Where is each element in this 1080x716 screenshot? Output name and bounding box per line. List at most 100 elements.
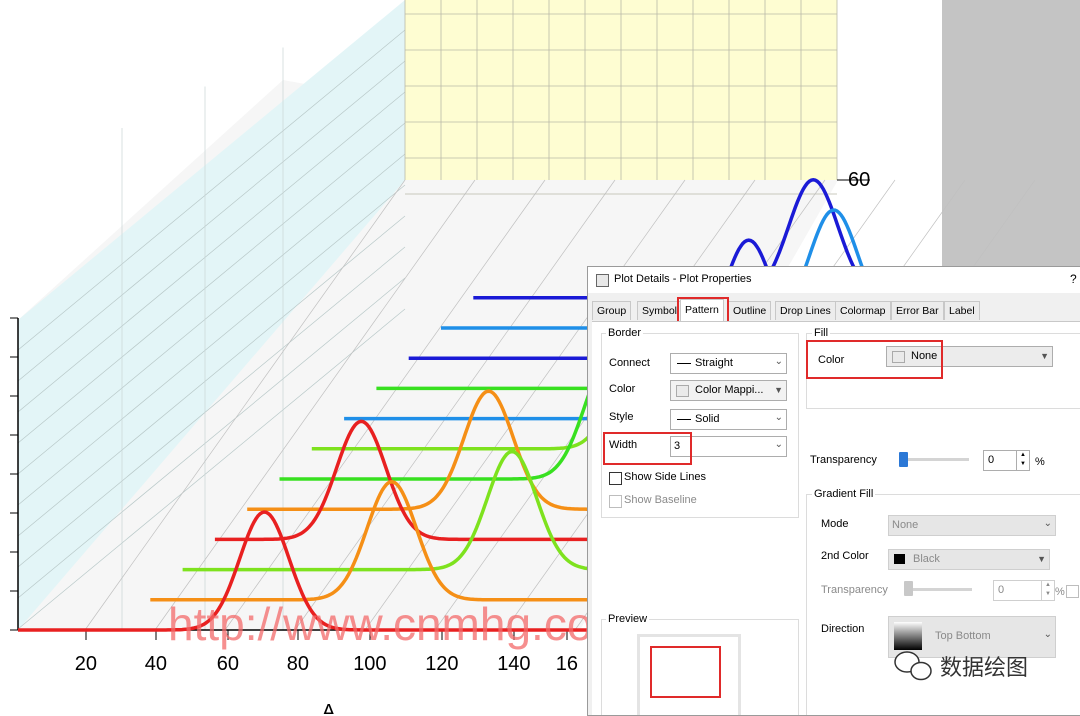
style-label: Style bbox=[609, 411, 634, 423]
x-axis-tick-label: 16 bbox=[556, 653, 578, 675]
chevron-down-icon: ⌄ bbox=[774, 356, 783, 367]
style-value: Solid bbox=[695, 413, 720, 425]
side-wall bbox=[18, 0, 405, 630]
tab-outline[interactable]: Outline bbox=[728, 301, 772, 320]
floor-grid-line bbox=[364, 179, 686, 631]
x-axis-ticks: 20 40 60 80 100 120 140 16 bbox=[75, 630, 578, 675]
border-color-dropdown[interactable]: Color Mappi... ▼ bbox=[670, 380, 787, 401]
color-swatch bbox=[894, 554, 905, 564]
border-group-title: Border bbox=[606, 327, 644, 339]
gradient-percent-unit: % bbox=[1055, 586, 1065, 598]
side-grid-line bbox=[17, 184, 406, 506]
app-icon bbox=[596, 274, 609, 287]
spinner[interactable]: ▲ ▼ bbox=[1041, 581, 1054, 600]
direction-label: Direction bbox=[821, 623, 865, 635]
floor-gridlines bbox=[84, 179, 1036, 631]
chevron-down-icon: ⌄ bbox=[1043, 518, 1052, 529]
show-baseline-label: Show Baseline bbox=[624, 494, 697, 506]
side-grid-line bbox=[17, 246, 406, 568]
transparency-input[interactable]: 0 ▲ ▼ bbox=[983, 450, 1030, 471]
x-axis-title: A bbox=[322, 701, 336, 714]
gradient-transparency-thumb[interactable] bbox=[904, 581, 913, 596]
floor-grid-line bbox=[224, 179, 546, 631]
color-swatch bbox=[892, 351, 905, 363]
dialog-titlebar[interactable]: Plot Details - Plot Properties ? bbox=[588, 267, 1080, 293]
spinner[interactable]: ▲ ▼ bbox=[1016, 451, 1029, 470]
mode-value: None bbox=[892, 519, 919, 531]
tab-colormap[interactable]: Colormap bbox=[835, 301, 891, 320]
connect-label: Connect bbox=[609, 357, 650, 369]
curve-s1 bbox=[18, 510, 600, 632]
gradient-fill-title: Gradient Fill bbox=[812, 488, 876, 500]
x-axis-tick-label: 120 bbox=[425, 653, 458, 675]
second-color-dropdown[interactable]: Black ▼ bbox=[888, 549, 1050, 570]
show-side-lines-checkbox[interactable] bbox=[609, 472, 622, 485]
highlight-width bbox=[603, 432, 692, 465]
color-swatch bbox=[676, 385, 689, 397]
transparency-label: Transparency bbox=[810, 454, 877, 466]
chevron-down-icon: ⌄ bbox=[774, 439, 783, 450]
plot-details-dialog: Plot Details - Plot Properties ? Group S… bbox=[587, 266, 1080, 716]
chevron-down-icon: ⌄ bbox=[774, 412, 783, 423]
tab-group[interactable]: Group bbox=[592, 301, 632, 320]
show-side-lines-label: Show Side Lines bbox=[624, 471, 706, 483]
tab-symbol[interactable]: Symbol bbox=[637, 301, 683, 320]
x-axis-tick-label: 40 bbox=[145, 653, 167, 675]
side-grid-line bbox=[17, 29, 406, 351]
preview-group bbox=[601, 619, 799, 715]
floor-grid-line bbox=[154, 179, 476, 631]
chevron-down-icon: ⌄ bbox=[1043, 629, 1052, 640]
direction-dropdown[interactable]: Top Bottom ⌄ bbox=[888, 616, 1056, 658]
side-grid-line bbox=[17, 122, 406, 444]
transparency-slider-thumb[interactable] bbox=[899, 452, 908, 467]
border-color-label: Color bbox=[609, 383, 636, 395]
fill-color-dropdown[interactable]: None ▼ bbox=[886, 346, 1053, 367]
transparency-slider[interactable] bbox=[901, 458, 969, 461]
fill-color-value: None bbox=[911, 350, 938, 362]
tab-drop-lines[interactable]: Drop Lines bbox=[775, 301, 836, 320]
gradient-transparency-input[interactable]: 0 ▲ ▼ bbox=[993, 580, 1055, 601]
style-dropdown[interactable]: Solid ⌄ bbox=[670, 409, 787, 430]
second-color-label: 2nd Color bbox=[821, 550, 869, 562]
help-button[interactable]: ? bbox=[1070, 272, 1077, 286]
line-sample bbox=[677, 363, 691, 364]
gradient-option-checkbox[interactable] bbox=[1066, 585, 1079, 598]
second-color-value: Black bbox=[913, 553, 940, 565]
caret-down-icon: ▼ bbox=[1040, 351, 1049, 361]
tab-error-bar[interactable]: Error Bar bbox=[891, 301, 944, 320]
x-axis-tick-label: 140 bbox=[497, 653, 530, 675]
mode-dropdown[interactable]: None ⌄ bbox=[888, 515, 1056, 536]
side-grid-line bbox=[17, 91, 406, 413]
tab-label[interactable]: Label bbox=[944, 301, 980, 320]
highlight-pattern-tab bbox=[677, 297, 729, 324]
show-baseline-checkbox[interactable] bbox=[609, 495, 622, 508]
side-grid-line bbox=[17, 277, 406, 599]
side-grid-line bbox=[17, 60, 406, 382]
gradient-transparency-slider[interactable] bbox=[906, 588, 972, 591]
x-axis-tick-label: 100 bbox=[353, 653, 386, 675]
x-axis-tick-label: 60 bbox=[217, 653, 239, 675]
fill-color-label: Color bbox=[818, 354, 845, 366]
watermark-url: http://www.cnmhg.com bbox=[168, 598, 631, 650]
connect-dropdown[interactable]: Straight ⌄ bbox=[670, 353, 787, 374]
tab-pattern[interactable]: Pattern bbox=[680, 299, 724, 321]
curve-s3 bbox=[182, 449, 657, 572]
connect-value: Straight bbox=[695, 357, 733, 369]
caret-down-icon: ▼ bbox=[1037, 554, 1046, 564]
dialog-title: Plot Details - Plot Properties bbox=[614, 273, 752, 285]
pattern-panel: Border Connect Straight ⌄ Color Color Ma… bbox=[592, 321, 1080, 715]
side-grid-line bbox=[17, 215, 406, 537]
transparency-value: 0 bbox=[988, 454, 995, 466]
percent-unit: % bbox=[1035, 456, 1045, 468]
gradient-preview-icon bbox=[894, 622, 922, 650]
floor-grid-line bbox=[84, 179, 406, 631]
width-value: 3 bbox=[674, 440, 681, 452]
width-dropdown[interactable]: 3 ⌄ bbox=[670, 436, 787, 457]
y-axis-tick-label: 60 bbox=[848, 169, 870, 191]
back-wall-gridlines bbox=[404, 0, 838, 195]
graph-window-margin bbox=[942, 0, 1080, 266]
floor-grid-line bbox=[294, 179, 616, 631]
preview-highlight bbox=[650, 646, 721, 698]
x-axis-tick-label: 20 bbox=[75, 653, 97, 675]
side-grid-line bbox=[17, 153, 406, 475]
